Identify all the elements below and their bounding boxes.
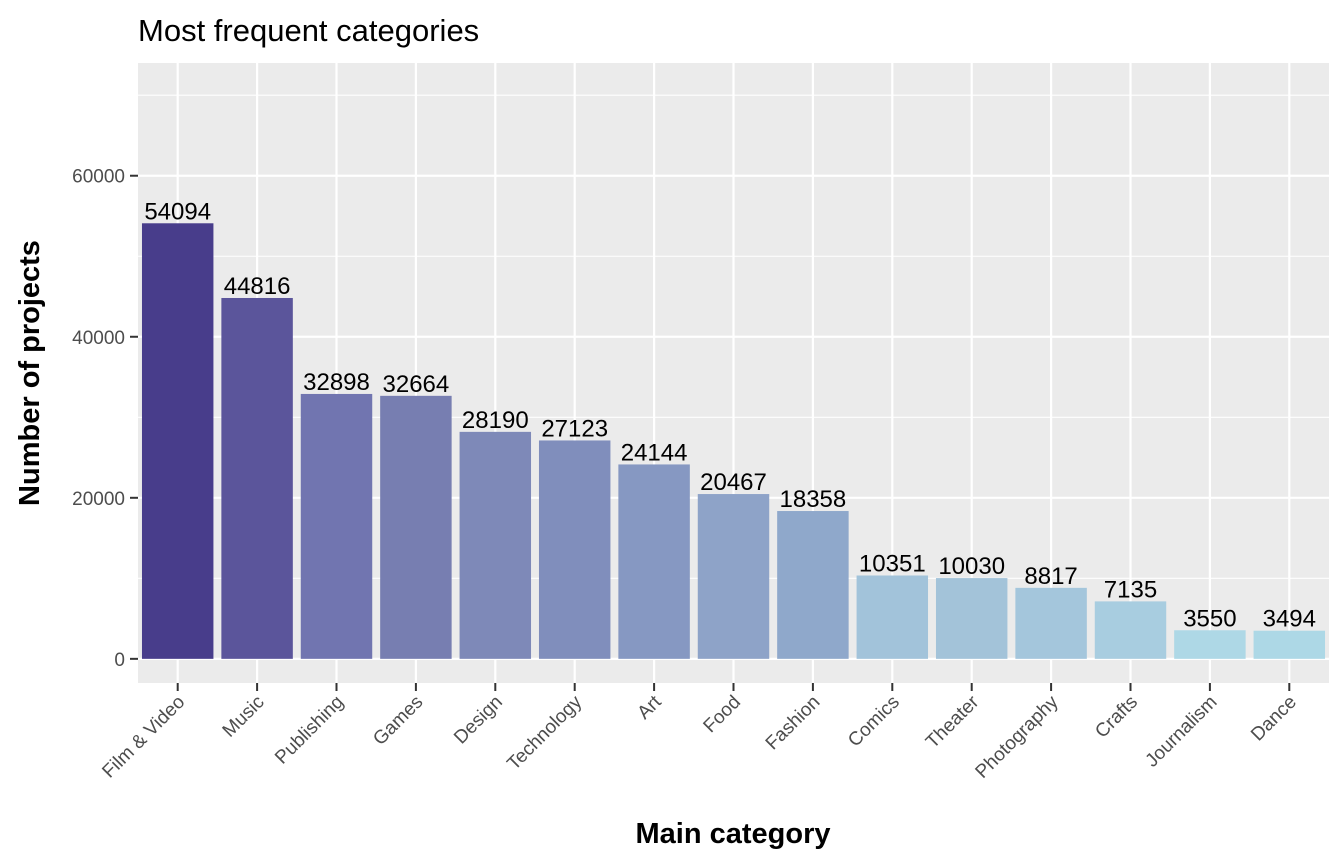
bar-comics xyxy=(856,575,929,659)
x-tick-label: Games xyxy=(369,692,427,750)
value-label: 7135 xyxy=(1104,576,1157,603)
x-tick-label: Design xyxy=(450,692,507,749)
x-tick-label: Food xyxy=(700,692,745,737)
value-label: 28190 xyxy=(462,407,529,434)
bar-dance xyxy=(1253,630,1326,659)
y-axis: 0 20000 40000 60000 xyxy=(72,167,138,671)
x-tick-label: Dance xyxy=(1247,692,1301,746)
y-axis-title: Number of projects xyxy=(14,240,46,506)
y-tick-label: 40000 xyxy=(72,328,125,349)
bar-theater xyxy=(935,578,1008,659)
value-label: 54094 xyxy=(144,198,211,225)
value-label: 24144 xyxy=(621,439,688,466)
x-tick-label: Photography xyxy=(972,691,1063,782)
value-label: 18358 xyxy=(780,486,847,513)
bar-design xyxy=(459,431,532,659)
x-tick-label: Crafts xyxy=(1091,692,1142,743)
x-tick-label: Theater xyxy=(922,691,984,753)
bar-technology xyxy=(538,440,611,659)
bar-games xyxy=(380,395,452,659)
x-tick-label: Fashion xyxy=(762,692,825,755)
chart-title: Most frequent categories xyxy=(138,13,479,48)
bars xyxy=(141,223,1326,659)
x-tick-label: Comics xyxy=(844,692,904,752)
bar-film-video xyxy=(141,223,214,659)
bar-music xyxy=(221,297,293,659)
value-label: 10351 xyxy=(859,550,926,577)
value-label: 10030 xyxy=(938,553,1005,580)
value-label: 20467 xyxy=(700,469,767,496)
x-tick-label: Film & Video xyxy=(98,692,189,783)
x-tick-label: Publishing xyxy=(271,692,348,769)
bar-food xyxy=(697,494,770,659)
bar-publishing xyxy=(300,393,373,659)
y-tick-label: 0 xyxy=(114,650,125,671)
value-labels: 54094 44816 32898 32664 28190 27123 24144 20467… xyxy=(144,198,1316,632)
bar-fashion xyxy=(777,511,849,659)
x-axis-title: Main category xyxy=(636,818,831,850)
x-tick-label: Music xyxy=(219,692,269,742)
value-label: 8817 xyxy=(1024,563,1077,590)
x-tick-label: Journalism xyxy=(1142,692,1222,772)
value-label: 3550 xyxy=(1183,605,1236,632)
x-tick-label: Technology xyxy=(503,691,586,774)
value-label: 3494 xyxy=(1263,606,1316,633)
bar-crafts xyxy=(1094,601,1167,659)
value-label: 32664 xyxy=(383,371,450,398)
bar-journalism xyxy=(1174,630,1246,659)
value-label: 27123 xyxy=(541,415,608,442)
y-tick-label: 20000 xyxy=(72,489,125,510)
x-tick-label: Art xyxy=(634,691,667,724)
bar-art xyxy=(618,464,690,659)
y-tick-label: 60000 xyxy=(72,167,125,188)
value-label: 44816 xyxy=(224,273,291,300)
x-axis: Film & Video Music Publishing Games DesignTe… xyxy=(98,683,1301,783)
bar-photography xyxy=(1015,587,1087,659)
value-label: 32898 xyxy=(303,369,370,396)
